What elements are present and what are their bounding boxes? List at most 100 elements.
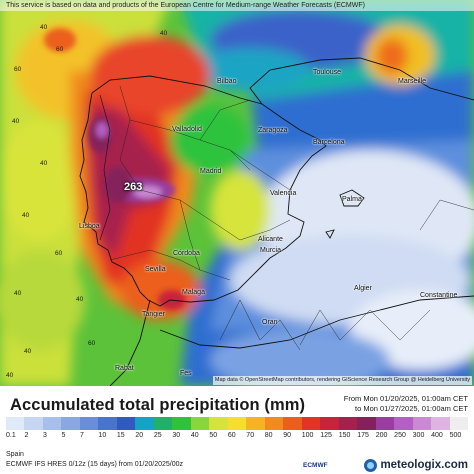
scale-tick-label: 200 xyxy=(375,432,388,439)
scale-swatch xyxy=(246,417,265,430)
scale-swatch xyxy=(98,417,117,430)
map-value-label: 40 xyxy=(24,348,32,355)
map-value-label: 60 xyxy=(88,340,96,347)
chart-title: Accumulated total precipitation (mm) xyxy=(10,396,306,414)
scale-swatch xyxy=(375,417,395,430)
color-scale xyxy=(6,417,469,430)
city-cordoba: Córdoba xyxy=(173,250,200,257)
scale-tick-label: 500 xyxy=(449,432,462,439)
scale-swatch xyxy=(338,417,358,430)
map-value-label: 40 xyxy=(160,30,168,37)
scale-tick-label: 15 xyxy=(116,432,125,439)
city-sevilla: Sevilla xyxy=(145,266,166,273)
precipitation-map[interactable]: This service is based on data and produc… xyxy=(0,0,474,386)
scale-swatch xyxy=(42,417,62,430)
max-value-marker: 263 xyxy=(124,181,143,193)
scale-tick-label: 2 xyxy=(24,432,29,439)
scale-tick-label: 3 xyxy=(42,432,47,439)
scale-tick-label: 7 xyxy=(79,432,84,439)
scale-tick-label: 400 xyxy=(431,432,443,439)
period-from: From Mon 01/20/2025, 01:00am CET xyxy=(343,394,468,403)
city-marseille: Marseille xyxy=(398,78,427,85)
city-bilbao: Bilbao xyxy=(217,78,237,85)
scale-tick-label: 70 xyxy=(246,432,255,439)
scale-swatch xyxy=(172,417,191,430)
city-constantine: Constantine xyxy=(420,292,458,299)
forecast-period: From Mon 01/20/2025, 01:00am CET to Mon … xyxy=(344,394,468,413)
map-value-label: 40 xyxy=(12,118,20,125)
map-value-label: 60 xyxy=(55,250,63,257)
scale-swatch xyxy=(227,417,247,430)
scale-tick-label: 10 xyxy=(98,432,107,439)
city-lisboa: Lisboa xyxy=(79,223,100,230)
city-rabat: Rabat xyxy=(115,365,134,372)
map-value-label: 40 xyxy=(76,296,84,303)
map-value-label: 60 xyxy=(56,46,64,53)
scale-tick-label: 90 xyxy=(283,432,292,439)
scale-swatch xyxy=(412,417,432,430)
map-value-label: 40 xyxy=(6,372,14,379)
city-tangier: Tangier xyxy=(142,311,165,318)
scale-ticks: 0.1 2 3 5 7 10 15 20 25 30 40 50 60 70 80 90 100 125 150 17… xyxy=(6,432,468,442)
scale-tick-label: 25 xyxy=(153,432,162,439)
city-oran: Oran xyxy=(262,319,278,326)
scale-swatch xyxy=(301,417,321,430)
map-value-label: 60 xyxy=(14,66,22,73)
region-borders xyxy=(109,85,474,351)
scale-swatch xyxy=(190,417,210,430)
scale-swatch xyxy=(394,417,413,430)
scale-swatch xyxy=(116,417,136,430)
city-murcia: Murcia xyxy=(260,247,282,254)
period-to: to Mon 01/27/2025, 01:00am CET xyxy=(355,403,468,413)
scale-tick-label: 125 xyxy=(320,432,332,439)
scale-tick-label: 0.1 xyxy=(6,432,16,439)
city-malaga: Malaga xyxy=(182,289,205,296)
scale-tick-label: 175 xyxy=(357,432,369,439)
ecmwf-logo: ECMWF xyxy=(303,462,328,469)
city-valencia: Valencia xyxy=(270,190,297,197)
model-info: ECMWF IFS HRES 0/12z (15 days) from 01/2… xyxy=(6,461,184,468)
scale-swatch xyxy=(283,417,302,430)
scale-swatch xyxy=(79,417,99,430)
scale-tick-label: 250 xyxy=(394,432,406,439)
map-canvas xyxy=(0,0,474,386)
scale-swatch xyxy=(264,417,284,430)
scale-swatch xyxy=(153,417,173,430)
scale-swatch xyxy=(6,417,25,430)
scale-tick-label: 100 xyxy=(301,432,314,439)
scale-swatch xyxy=(61,417,80,430)
scale-swatch xyxy=(449,417,469,430)
scale-swatch xyxy=(320,417,339,430)
city-madrid: Madrid xyxy=(200,168,222,175)
map-value-label: 40 xyxy=(40,24,48,31)
city-alicante: Alicante xyxy=(258,236,283,243)
scale-swatch xyxy=(209,417,228,430)
scale-swatch xyxy=(431,417,450,430)
scale-tick-label: 30 xyxy=(172,432,181,439)
map-credit: Map data © OpenStreetMap contributors, r… xyxy=(212,376,472,385)
scale-swatch xyxy=(135,417,154,430)
city-fes: Fes xyxy=(180,370,192,377)
scale-tick-label: 50 xyxy=(209,432,218,439)
meteologix-logo-icon xyxy=(364,458,378,472)
meteologix-logo[interactable]: meteologix.com xyxy=(364,457,468,473)
scale-swatch xyxy=(24,417,43,430)
map-value-label: 40 xyxy=(22,212,30,219)
scale-tick-label: 150 xyxy=(338,432,351,439)
ecmwf-attribution: This service is based on data and produc… xyxy=(0,0,474,11)
scale-tick-label: 80 xyxy=(264,432,273,439)
scale-swatch xyxy=(357,417,376,430)
scale-tick-label: 300 xyxy=(412,432,425,439)
region-label: Spain xyxy=(6,451,24,458)
map-value-label: 40 xyxy=(14,290,22,297)
scale-tick-label: 60 xyxy=(227,432,236,439)
scale-tick-label: 20 xyxy=(135,432,144,439)
city-zaragoza: Zaragoza xyxy=(258,127,288,134)
city-palma: Palma xyxy=(342,196,362,203)
city-valladolid: Valladolid xyxy=(172,126,202,133)
map-value-label: 40 xyxy=(40,160,48,167)
city-toulouse: Toulouse xyxy=(313,69,342,76)
city-algier: Algier xyxy=(354,285,372,292)
scale-tick-label: 5 xyxy=(61,432,66,439)
scale-tick-label: 40 xyxy=(190,432,199,439)
